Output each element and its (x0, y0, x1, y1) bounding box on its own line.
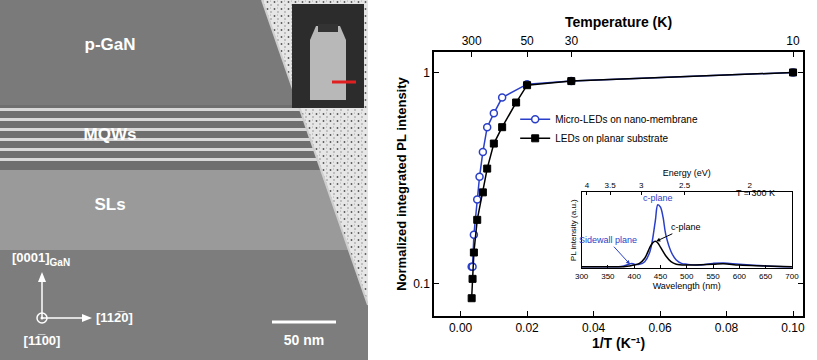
svg-text:550: 550 (706, 272, 720, 281)
svg-text:1: 1 (423, 66, 430, 80)
svg-text:600: 600 (733, 272, 747, 281)
svg-text:T = 300 K: T = 300 K (736, 188, 775, 198)
svg-text:c-plane: c-plane (643, 193, 673, 203)
svg-text:3: 3 (639, 181, 644, 190)
svg-text:[0001]GaN: [0001]GaN (12, 250, 70, 268)
svg-text:Energy (eV): Energy (eV) (663, 168, 711, 178)
svg-text:0.04: 0.04 (582, 321, 606, 335)
svg-text:0.06: 0.06 (648, 321, 672, 335)
svg-text:Normalized integrated PL inten: Normalized integrated PL intensity (394, 76, 409, 290)
svg-text:500: 500 (680, 272, 694, 281)
svg-text:0.02: 0.02 (515, 321, 539, 335)
svg-text:0.08: 0.08 (715, 321, 739, 335)
svg-text:0.10: 0.10 (781, 321, 805, 335)
svg-text:Micro-LEDs on nano-membrane: Micro-LEDs on nano-membrane (555, 114, 698, 125)
svg-text:0.00: 0.00 (449, 321, 473, 335)
svg-text:[11̅00]: [11̅00] (24, 333, 61, 348)
svg-text:2: 2 (748, 181, 753, 190)
svg-text:PL intensity (a.u.): PL intensity (a.u.) (569, 199, 578, 261)
svg-text:Sidewall plane: Sidewall plane (579, 235, 637, 245)
svg-text:c-plane: c-plane (671, 222, 701, 232)
svg-text:350: 350 (601, 272, 615, 281)
svg-text:50: 50 (520, 34, 534, 48)
svg-text:LEDs on planar substrate: LEDs on planar substrate (555, 133, 668, 144)
svg-text:4: 4 (585, 181, 590, 190)
svg-text:Wavelength (nm): Wavelength (nm) (653, 281, 721, 291)
svg-text:10: 10 (786, 34, 800, 48)
svg-text:300: 300 (462, 34, 482, 48)
svg-text:400: 400 (628, 272, 642, 281)
svg-text:Temperature (K): Temperature (K) (565, 14, 672, 30)
svg-text:700: 700 (785, 272, 799, 281)
svg-text:450: 450 (654, 272, 668, 281)
svg-text:650: 650 (759, 272, 773, 281)
svg-text:0.1: 0.1 (413, 277, 430, 291)
svg-text:2.5: 2.5 (679, 181, 691, 190)
svg-text:300: 300 (575, 272, 589, 281)
svg-text:3.5: 3.5 (605, 181, 617, 190)
svg-text:1/T (K⁻¹): 1/T (K⁻¹) (592, 335, 645, 351)
svg-text:[112̅0]: [112̅0] (96, 310, 133, 325)
svg-text:SLs: SLs (94, 195, 125, 214)
svg-text:50 nm: 50 nm (284, 332, 324, 348)
svg-text:30: 30 (565, 34, 579, 48)
svg-text:p-GaN: p-GaN (85, 35, 136, 54)
svg-text:MQWs: MQWs (84, 125, 137, 144)
